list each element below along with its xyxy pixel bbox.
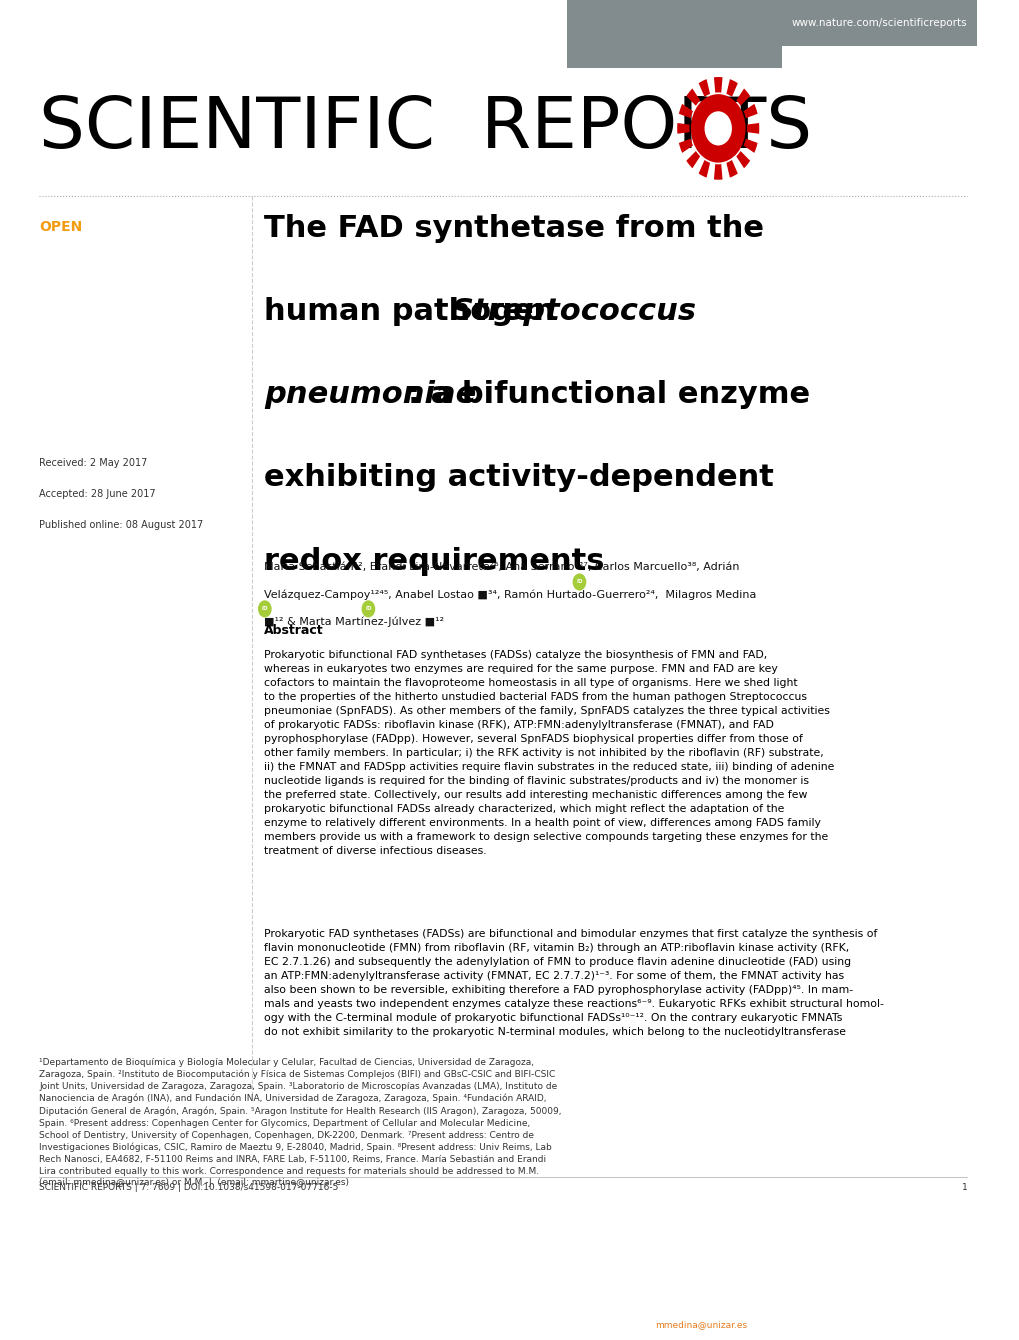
Circle shape	[361, 600, 375, 618]
Text: : a bifunctional enzyme: : a bifunctional enzyme	[408, 381, 810, 409]
Bar	[567, 0, 976, 47]
Wedge shape	[686, 88, 699, 106]
Text: Published online: 08 August 2017: Published online: 08 August 2017	[39, 520, 203, 529]
Text: iD: iD	[261, 607, 268, 611]
Text: ■¹² & Marta Martínez-Júlvez ■¹²: ■¹² & Marta Martínez-Júlvez ■¹²	[264, 616, 443, 627]
Wedge shape	[726, 79, 737, 96]
Text: mmedina@unizar.es: mmedina@unizar.es	[654, 1320, 746, 1329]
Wedge shape	[713, 76, 721, 92]
Text: María Sebastián¹², Erandi Lira-Navarrete²⁶, Ana Serrano¹²⁷, Carlos Marcuello³⁸, : María Sebastián¹², Erandi Lira-Navarrete…	[264, 563, 739, 572]
Text: www.nature.com/scientificreports: www.nature.com/scientificreports	[791, 19, 966, 28]
Text: ¹Departamento de Bioquímica y Biología Molecular y Celular, Facultad de Ciencias: ¹Departamento de Bioquímica y Biología M…	[39, 1057, 561, 1187]
Wedge shape	[698, 79, 709, 96]
Text: exhibiting activity-dependent: exhibiting activity-dependent	[264, 464, 773, 492]
Text: 1: 1	[961, 1183, 966, 1193]
Wedge shape	[726, 159, 737, 178]
Text: The FAD synthetase from the: The FAD synthetase from the	[264, 214, 763, 243]
Wedge shape	[746, 123, 758, 134]
Wedge shape	[736, 88, 749, 106]
Wedge shape	[713, 163, 721, 180]
Wedge shape	[686, 151, 699, 169]
Text: OPEN: OPEN	[39, 220, 83, 234]
Wedge shape	[743, 105, 757, 118]
Text: Accepted: 28 June 2017: Accepted: 28 June 2017	[39, 489, 156, 498]
Circle shape	[258, 600, 271, 618]
Text: iD: iD	[365, 607, 371, 611]
Text: Streptococcus: Streptococcus	[451, 297, 696, 326]
Circle shape	[690, 94, 745, 162]
Text: iD: iD	[576, 579, 582, 584]
Text: Received: 2 May 2017: Received: 2 May 2017	[39, 458, 148, 469]
Text: Prokaryotic bifunctional FAD synthetases (FADSs) catalyze the biosynthesis of FM: Prokaryotic bifunctional FAD synthetases…	[264, 650, 834, 856]
Wedge shape	[698, 159, 709, 178]
Text: human pathogen: human pathogen	[264, 297, 566, 326]
Wedge shape	[679, 138, 692, 153]
Text: SCIENTIFIC  REPORTS: SCIENTIFIC REPORTS	[39, 94, 811, 163]
Text: SCIENTIFIC REPORTS | 7: 7609 | DOI:10.1038/s41598-017-07716-5: SCIENTIFIC REPORTS | 7: 7609 | DOI:10.10…	[39, 1183, 338, 1193]
Wedge shape	[679, 105, 692, 118]
Wedge shape	[743, 138, 757, 153]
Text: pneumoniae: pneumoniae	[264, 381, 476, 409]
Text: Abstract: Abstract	[264, 623, 323, 636]
Circle shape	[572, 574, 586, 591]
Wedge shape	[677, 123, 689, 134]
Circle shape	[704, 111, 732, 146]
Text: Velázquez-Campoy¹²⁴⁵, Anabel Lostao ■³⁴, Ramón Hurtado-Guerrero²⁴,  Milagros Med: Velázquez-Campoy¹²⁴⁵, Anabel Lostao ■³⁴,…	[264, 590, 755, 600]
Wedge shape	[736, 151, 749, 169]
Text: redox requirements: redox requirements	[264, 547, 603, 575]
Text: Prokaryotic FAD synthetases (FADSs) are bifunctional and bimodular enzymes that : Prokaryotic FAD synthetases (FADSs) are …	[264, 929, 882, 1037]
Bar	[567, 47, 781, 68]
